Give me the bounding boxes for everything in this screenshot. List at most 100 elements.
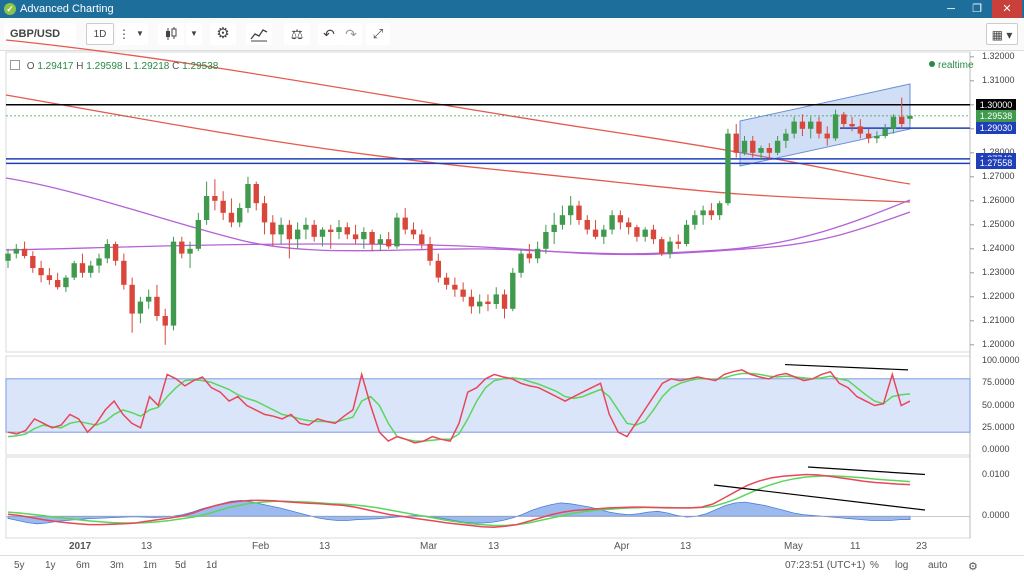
restore-icon[interactable]: ❐ xyxy=(972,3,982,15)
candle-body xyxy=(104,244,110,259)
more-vertical-icon[interactable]: ⋮ xyxy=(116,23,132,45)
auto-toggle[interactable]: auto xyxy=(928,560,948,571)
candle-body xyxy=(79,263,86,273)
percent-toggle[interactable]: % xyxy=(870,560,879,571)
candle-body xyxy=(576,205,582,220)
high-value: 1.29598 xyxy=(86,61,123,72)
candle-body xyxy=(5,253,11,261)
candle-body xyxy=(865,133,872,139)
minimize-icon[interactable]: ─ xyxy=(947,3,955,15)
candle-body xyxy=(63,277,69,288)
time-tick-label: Mar xyxy=(420,541,438,552)
candle-body xyxy=(170,241,177,326)
price-tick-label: 1.32000 xyxy=(982,50,1015,61)
candle-body xyxy=(419,234,425,244)
candle-body xyxy=(96,258,102,266)
redo-icon[interactable]: ↷ xyxy=(340,23,362,45)
candle-body xyxy=(468,296,475,307)
compare-scale-icon[interactable]: ⚖ xyxy=(284,23,310,45)
candle-body xyxy=(634,227,640,237)
candle-body xyxy=(609,215,615,230)
candle-body xyxy=(377,239,384,244)
price-tick-label: 1.21000 xyxy=(982,314,1015,325)
candle-body xyxy=(361,232,367,240)
candle-body xyxy=(352,234,359,240)
layout-icon[interactable]: ▦ ▾ xyxy=(986,23,1018,45)
candle-body xyxy=(642,229,648,237)
gear-icon[interactable]: ⚙ xyxy=(210,23,236,45)
candle-body xyxy=(841,114,847,124)
macd-signal-line xyxy=(7,475,911,527)
candle-body xyxy=(543,232,549,249)
undo-icon[interactable]: ↶ xyxy=(318,23,340,45)
visibility-checkbox[interactable] xyxy=(10,60,20,70)
candle-body xyxy=(21,248,28,256)
candle-body xyxy=(874,136,880,139)
candle-body xyxy=(493,294,499,304)
candle-body xyxy=(452,284,458,290)
candle-body xyxy=(319,229,326,237)
candle-body xyxy=(261,203,268,223)
candle-body xyxy=(890,116,897,129)
open-value: 1.29417 xyxy=(37,61,74,72)
range-button[interactable]: 3m xyxy=(110,560,124,571)
candle-body xyxy=(741,140,748,153)
stochastic-tick-label: 50.0000 xyxy=(982,399,1015,410)
candle-body xyxy=(336,227,342,232)
moving-average-line xyxy=(5,39,911,185)
range-button[interactable]: 1y xyxy=(45,560,56,571)
candle-body xyxy=(195,220,202,249)
candle-body xyxy=(328,229,334,232)
candle-body xyxy=(816,121,822,134)
time-tick-label: 23 xyxy=(916,541,928,552)
candle-body xyxy=(692,215,698,225)
candle-body xyxy=(427,244,433,261)
divergence-trendline xyxy=(784,363,909,371)
price-level-box: 1.29030 xyxy=(976,122,1016,135)
stochastic-tick-label: 25.0000 xyxy=(982,421,1015,432)
price-tick-label: 1.22000 xyxy=(982,290,1015,301)
range-button[interactable]: 1d xyxy=(206,560,218,571)
time-tick-label: 11 xyxy=(850,541,861,552)
indicators-icon[interactable] xyxy=(246,23,272,45)
fullscreen-icon[interactable]: ⤢ xyxy=(366,23,390,45)
candle-body xyxy=(592,229,599,237)
candle-body xyxy=(245,184,251,208)
settings-gear-icon[interactable]: ⚙ xyxy=(968,561,978,573)
candle-body xyxy=(799,121,806,129)
candle-body xyxy=(667,241,673,254)
candle-body xyxy=(476,301,483,307)
bottom-bar: 5y 1y 6m 3m 1m 5d 1d 07:23:51 (UTC+1) % log au… xyxy=(0,555,1024,577)
interval-dropdown-icon[interactable]: ▼ xyxy=(132,23,148,45)
symbol-input[interactable]: GBP/USD xyxy=(4,23,76,45)
candle-body xyxy=(733,133,739,153)
candle-body xyxy=(758,148,764,153)
price-tick-label: 1.23000 xyxy=(982,266,1015,277)
candle-body xyxy=(71,263,77,278)
moving-average-line xyxy=(5,211,911,256)
window-titlebar: ✓ Advanced Charting ─ ❐ ✕ xyxy=(0,0,1024,18)
candle-body xyxy=(857,126,864,134)
chart-type-dropdown-icon[interactable]: ▼ xyxy=(186,23,202,45)
range-button[interactable]: 6m xyxy=(76,560,90,571)
log-toggle[interactable]: log xyxy=(895,560,909,571)
candlestick-icon[interactable] xyxy=(158,23,184,45)
candle-body xyxy=(54,280,61,288)
candle-body xyxy=(435,260,442,278)
candle-body xyxy=(750,140,756,153)
interval-button[interactable]: 1D xyxy=(86,23,114,45)
stochastic-tick-label: 75.0000 xyxy=(982,377,1015,388)
range-button[interactable]: 5d xyxy=(175,560,187,571)
candle-body xyxy=(659,239,665,254)
time-tick-label: 13 xyxy=(319,541,331,552)
candle-body xyxy=(791,121,797,134)
range-button[interactable]: 1m xyxy=(143,560,157,571)
price-level-box: 1.29538 xyxy=(976,109,1016,122)
range-button[interactable]: 5y xyxy=(14,560,25,571)
candle-body xyxy=(410,229,417,235)
candle-body xyxy=(650,229,657,240)
candle-body xyxy=(88,265,94,273)
candle-body xyxy=(13,248,19,254)
close-icon[interactable]: ✕ xyxy=(992,0,1022,18)
